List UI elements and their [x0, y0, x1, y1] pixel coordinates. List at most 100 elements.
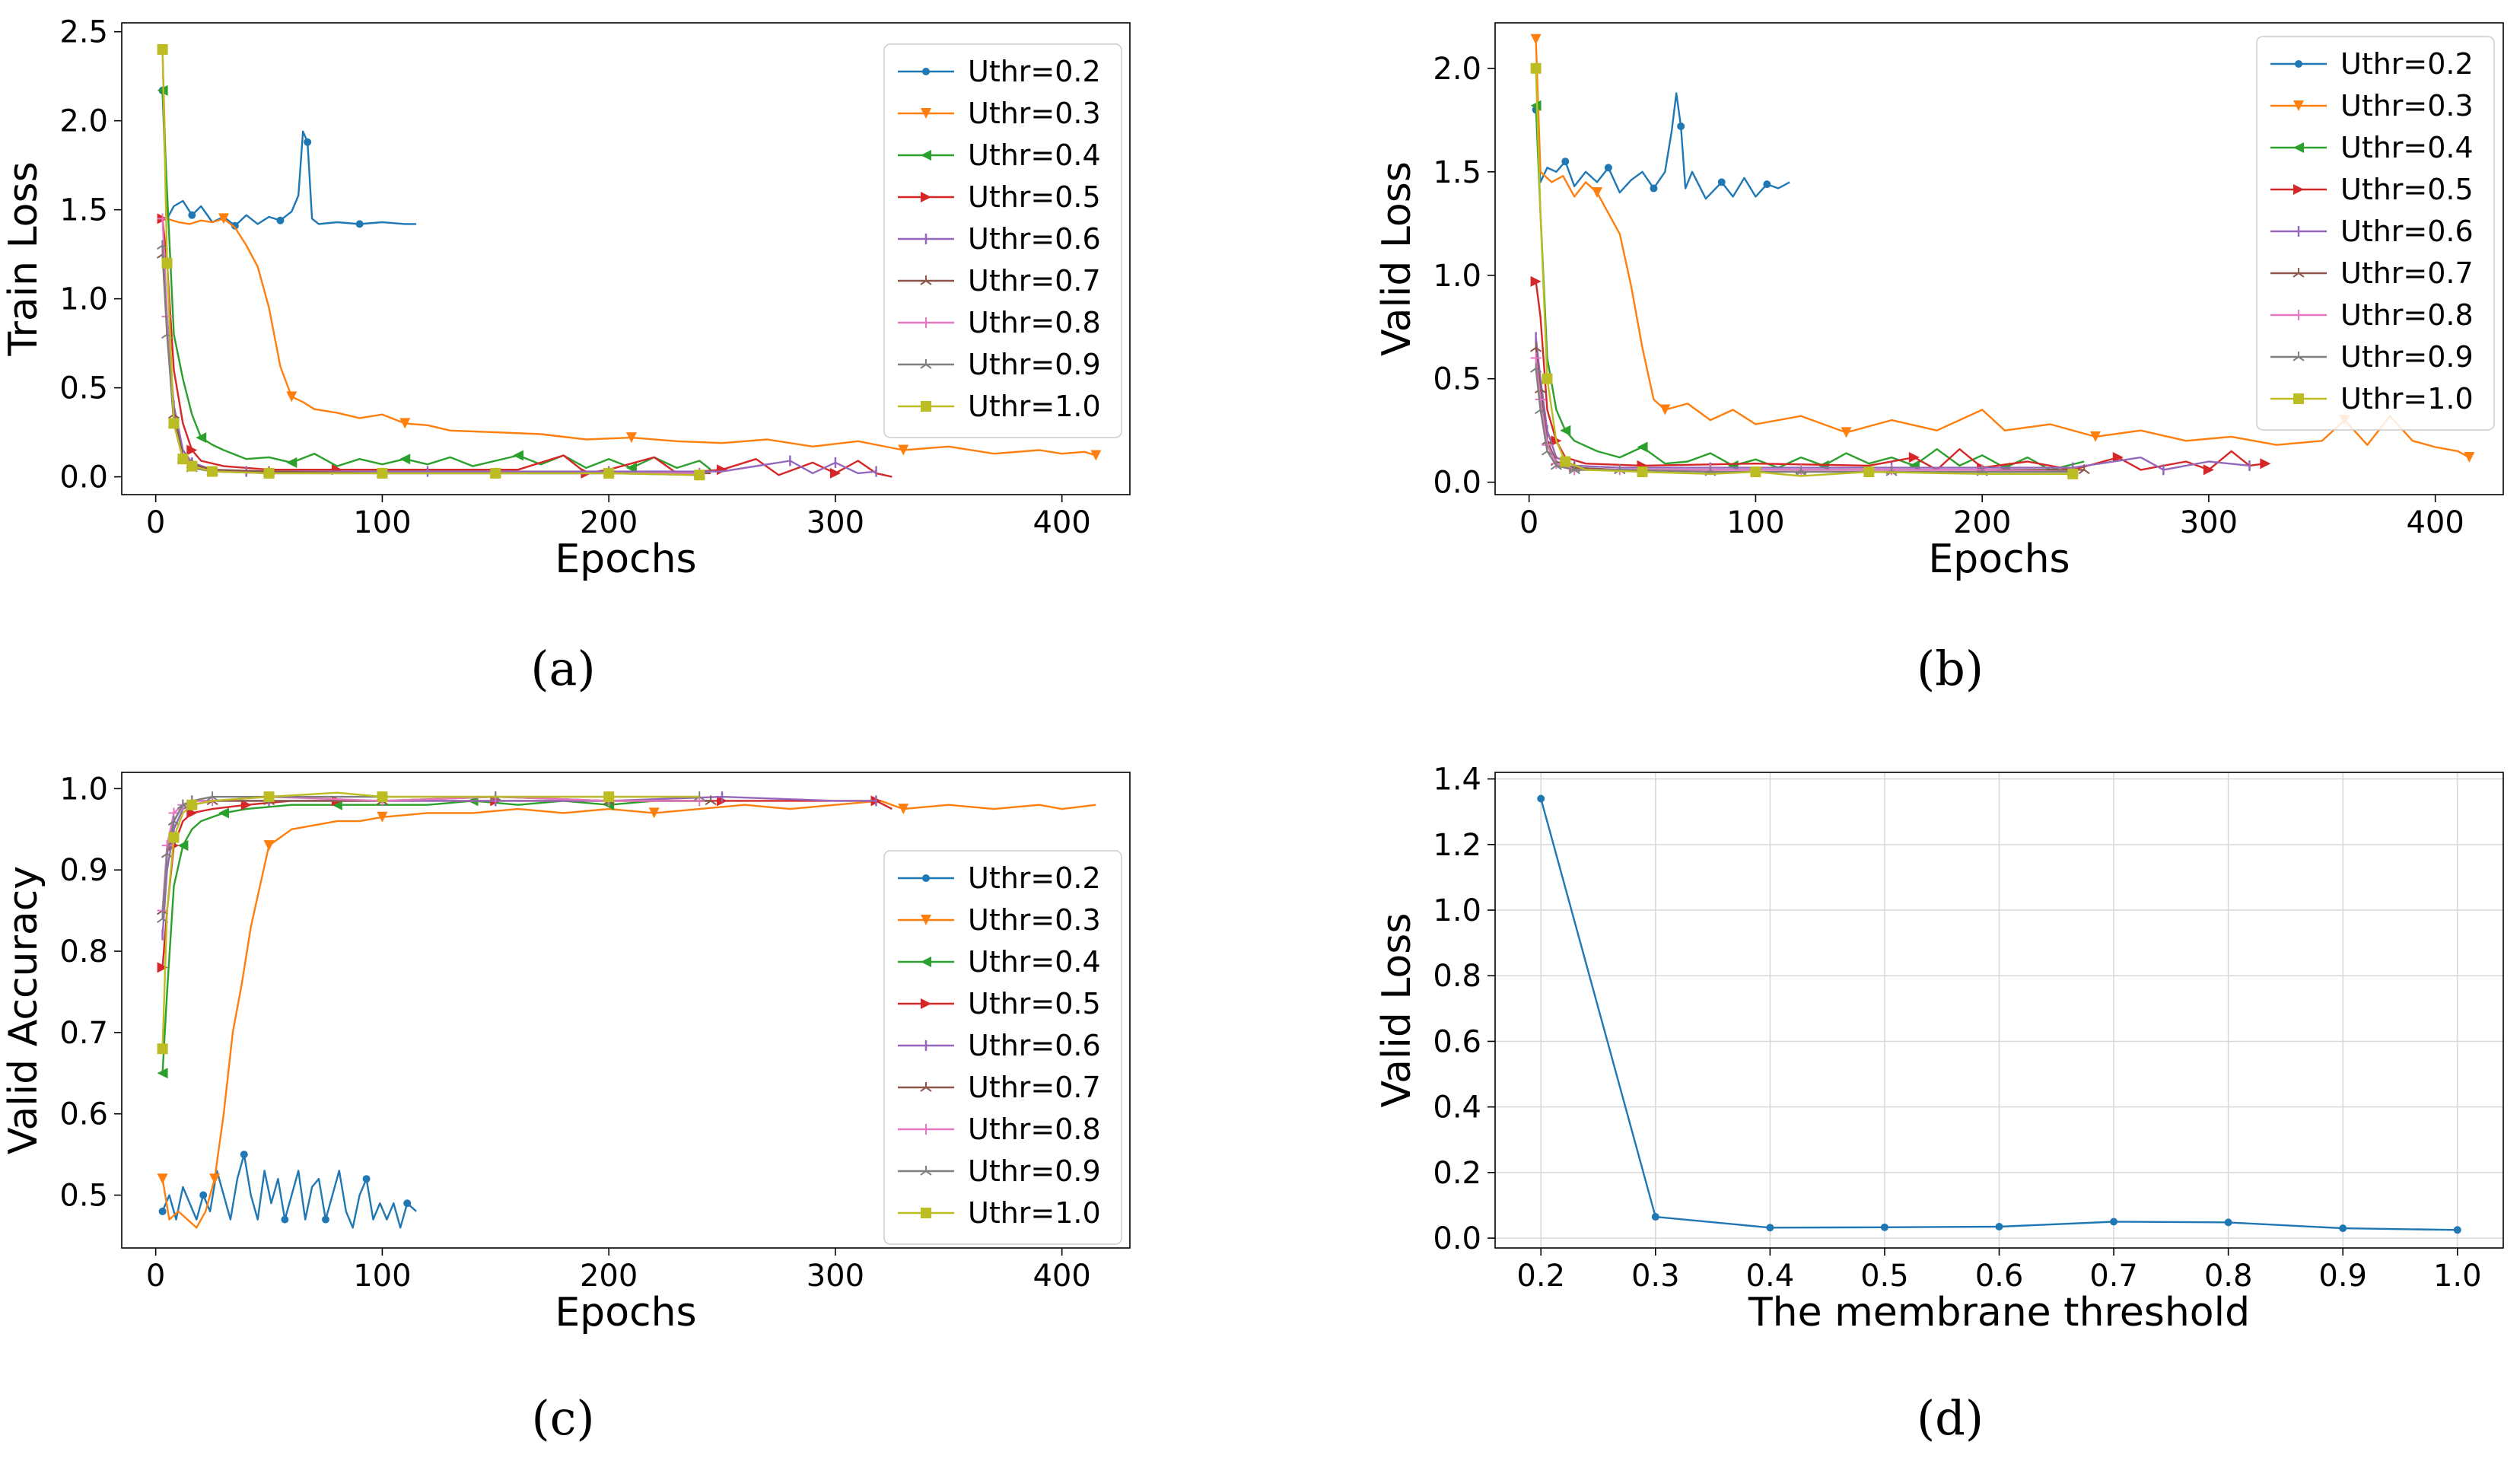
legend-marker	[921, 401, 931, 412]
x-tick-label: 0.7	[2089, 1259, 2138, 1294]
series-uthr-0-9	[1530, 363, 2079, 476]
data-point	[263, 467, 275, 479]
data-point	[1863, 466, 1875, 478]
y-tick-label: 1.0	[59, 772, 108, 807]
y-tick-label: 0.0	[1433, 466, 1481, 501]
data-point	[648, 807, 660, 819]
legend: Uthr=0.2 Uthr=0.3 Uthr=0.4 Uthr=0.5 Uthr=0.6…	[883, 43, 1122, 438]
y-axis-label: Valid Loss	[1374, 161, 1420, 356]
data-point	[1591, 186, 1602, 198]
x-axis-label: Epochs	[1928, 536, 2070, 582]
data-point	[1560, 425, 1571, 436]
data-point	[157, 962, 168, 973]
legend-label: Uthr=0.4	[968, 945, 1101, 979]
data-point	[1530, 33, 1542, 45]
y-axis-label: Valid Loss	[1374, 913, 1420, 1108]
x-tick-label: 200	[580, 505, 638, 540]
data-point	[1530, 342, 1542, 352]
legend-marker	[921, 317, 931, 328]
series-uthr-0-2	[158, 86, 417, 230]
legend-label: Uthr=0.2	[968, 55, 1101, 88]
data-point	[263, 840, 275, 852]
legend-marker	[921, 915, 931, 925]
x-tick-label: 0.2	[1516, 1259, 1565, 1294]
data-point	[1541, 445, 1554, 456]
x-tick-label: 0.5	[1860, 1259, 1909, 1294]
legend-marker	[2292, 268, 2305, 278]
legend-label: Uthr=0.8	[968, 1113, 1101, 1146]
data-point	[2090, 431, 2102, 442]
figure-caption: (b)	[1917, 641, 1984, 696]
legend-item: Uthr=0.5	[898, 987, 1101, 1020]
data-point	[1534, 404, 1547, 415]
x-axis-label: Epochs	[555, 1290, 696, 1335]
data-point	[177, 840, 189, 852]
figure-caption: (a)	[530, 641, 595, 696]
data-point	[1530, 275, 1542, 287]
legend-marker	[2292, 352, 2305, 361]
data-point	[168, 832, 180, 843]
legend-marker	[922, 874, 930, 882]
legend-item: Uthr=0.9	[898, 348, 1101, 381]
x-tick-label: 0.3	[1631, 1259, 1680, 1294]
legend-label: Uthr=0.6	[968, 222, 1101, 256]
data-point	[188, 211, 196, 219]
legend-item: Uthr=0.6	[898, 1029, 1101, 1062]
data-point	[196, 432, 207, 444]
data-point	[2260, 458, 2271, 470]
legend-item: Uthr=0.9	[898, 1154, 1101, 1188]
y-tick-label: 1.2	[1433, 828, 1481, 863]
series-uthr-0-5	[157, 795, 892, 973]
legend-label: Uthr=0.4	[968, 138, 1101, 172]
legend-item: Uthr=0.3	[898, 903, 1101, 937]
data-point	[1650, 184, 1658, 193]
data-point	[1677, 122, 1685, 130]
legend-marker	[922, 68, 930, 75]
series-line	[1535, 358, 2073, 473]
data-point	[1530, 100, 1542, 111]
legend-item: Uthr=0.5	[2270, 173, 2474, 206]
data-point	[2339, 1224, 2347, 1233]
data-point	[157, 1068, 168, 1079]
y-tick-label: 1.5	[1433, 155, 1481, 190]
data-point	[321, 1215, 329, 1224]
series-line	[161, 254, 711, 475]
legend-item: Uthr=0.6	[2270, 215, 2474, 248]
legend-item: Uthr=0.6	[898, 222, 1101, 256]
data-point	[331, 799, 342, 810]
data-point	[403, 1199, 412, 1208]
legend-marker	[920, 1166, 932, 1176]
x-axis-label: The membrane threshold	[1748, 1290, 2250, 1335]
legend-marker	[2293, 393, 2304, 404]
legend-marker	[921, 192, 931, 202]
data-point	[1750, 466, 1761, 478]
legend-item: Uthr=0.4	[898, 945, 1101, 979]
x-tick-label: 400	[2406, 505, 2464, 540]
x-tick-label: 0.6	[1975, 1259, 2024, 1294]
data-point	[186, 460, 198, 472]
legend-marker	[920, 359, 932, 369]
legend-label: Uthr=1.0	[968, 390, 1101, 423]
y-tick-label: 0.5	[1433, 362, 1481, 397]
data-point	[399, 454, 411, 465]
x-tick-label: 0.8	[2204, 1259, 2253, 1294]
x-tick-label: 0.4	[1746, 1259, 1795, 1294]
series-line	[161, 218, 892, 478]
data-point	[286, 391, 298, 403]
series-line	[1535, 347, 2085, 471]
legend-label: Uthr=0.9	[2340, 340, 2474, 374]
series-uthr-0-6	[161, 240, 877, 477]
x-tick-label: 300	[807, 1259, 864, 1294]
chart-panel-d: 0.2 0.3 0.4 0.5 0.6 0.7 0.8 0.9 1.0 0.0 0.2 0.4 0.6 0…	[1374, 762, 2504, 1446]
legend-label: Uthr=0.6	[2340, 215, 2474, 248]
data-point	[377, 467, 388, 479]
y-tick-label: 0.0	[1433, 1221, 1481, 1256]
series-valid-loss	[1537, 794, 2461, 1234]
series-line	[161, 49, 700, 476]
legend-label: Uthr=0.3	[968, 903, 1101, 937]
x-tick-label: 300	[807, 505, 864, 540]
legend-item: Uthr=0.8	[2270, 298, 2474, 332]
legend-label: Uthr=0.5	[2340, 173, 2474, 206]
data-point	[898, 804, 909, 815]
y-tick-label: 0.5	[59, 371, 108, 406]
